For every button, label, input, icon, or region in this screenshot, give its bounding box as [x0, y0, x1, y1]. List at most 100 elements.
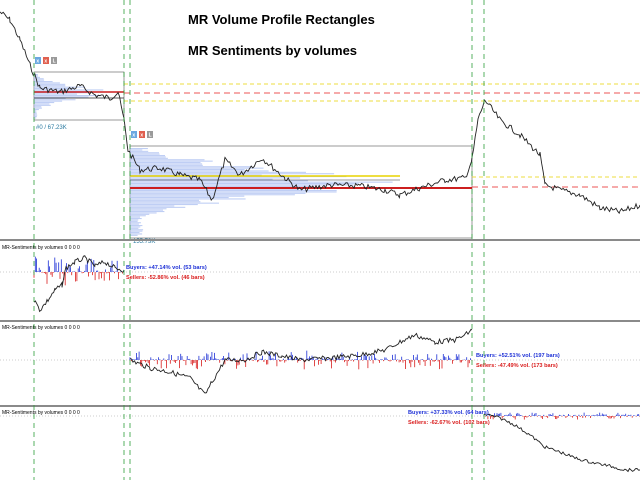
panel-separator-3[interactable] [0, 405, 640, 407]
profile-bar [130, 234, 138, 236]
profile-bar [34, 78, 44, 80]
profile-bar [130, 167, 264, 169]
profile-bar [34, 75, 39, 77]
indicator-1-label: MR-Sentiments by volumes 0 0 0 0 [2, 245, 80, 251]
profile-bar [130, 223, 139, 225]
profile-bar [130, 184, 354, 186]
profile-bar [34, 109, 39, 111]
profile-bar [130, 180, 308, 182]
profile-bar [130, 191, 337, 193]
indicator-1-line [33, 255, 125, 313]
profile-bar [34, 85, 66, 87]
profile-bar [130, 209, 163, 211]
panel-separator-2[interactable] [0, 320, 640, 322]
profile-bar [130, 192, 306, 194]
rect1-buttons[interactable]: x x L [35, 57, 57, 65]
profile-bar [34, 95, 102, 97]
profile-bar [130, 198, 246, 200]
profile-bar [130, 153, 160, 155]
panel-separator-1[interactable] [0, 239, 640, 241]
title-volume-profile: MR Volume Profile Rectangles [188, 12, 375, 27]
price-panel[interactable]: MR Volume Profile Rectangles MR Sentimen… [0, 11, 640, 245]
indicator-panel-2[interactable]: MR-Sentiments by volumes 0 0 0 0 Buyers:… [0, 325, 640, 394]
profile-bar [130, 183, 359, 185]
profile-bar [34, 117, 37, 119]
profile-bar [130, 211, 165, 213]
profile-bar [130, 160, 213, 162]
indicator-panel-3[interactable]: MR-Sentiments by volumes 0 0 0 0 Buyers:… [0, 410, 640, 473]
indicator-3-buyers: Buyers: +37.33% vol. (64 bars) [408, 410, 489, 416]
profile-bar [130, 173, 335, 175]
profile-bar [130, 213, 150, 215]
rect1-close-button[interactable] [43, 57, 49, 64]
profile-bar [130, 233, 143, 235]
rect2-buttons[interactable]: x x L [131, 131, 153, 139]
profile-bar [130, 201, 201, 203]
profile-bar [130, 169, 245, 171]
profile-bar [130, 194, 295, 196]
profile-bar [130, 229, 144, 231]
profile-bar [130, 215, 146, 217]
rect1-lock-button[interactable] [51, 57, 57, 64]
profile-bar [130, 163, 203, 165]
indicator-3-line [483, 413, 640, 473]
profile-bar [130, 226, 141, 228]
profile-bar [130, 222, 141, 224]
profile-bar [130, 204, 198, 206]
profile-bar [130, 199, 199, 201]
indicator-2-label: MR-Sentiments by volumes 0 0 0 0 [2, 325, 80, 331]
indicator-3-sellers: Sellers: -62.67% vol. (102 bars) [408, 420, 490, 426]
profile-bar [130, 157, 168, 159]
vertical-markers [33, 0, 485, 480]
rect2-move-label: x [132, 133, 135, 139]
profile-bar [34, 107, 42, 109]
profile-bar [130, 155, 165, 157]
profile-bar [130, 185, 311, 187]
profile-bar [130, 148, 148, 150]
profile-bar [34, 76, 40, 78]
profile-bar [34, 88, 74, 90]
profile-bar [130, 195, 245, 197]
indicator-2-line [129, 328, 473, 394]
indicator-3-label: MR-Sentiments by volumes 0 0 0 0 [2, 410, 80, 416]
profile-bar [34, 79, 45, 81]
rect2-close-button[interactable] [139, 131, 145, 138]
profile-bar [130, 166, 251, 168]
profile-bar [130, 181, 393, 183]
profile-bar [130, 232, 140, 234]
indicator-panel-1[interactable]: MR-Sentiments by volumes 0 0 0 0 Buyers:… [0, 245, 640, 313]
profile-bar [34, 83, 66, 85]
profile-bar [130, 174, 262, 176]
profile-bar [130, 208, 167, 210]
profile-bar [130, 225, 143, 227]
indicator-1-buyers: Buyers: +47.14% vol. (53 bars) [126, 265, 207, 271]
profile-bar [34, 86, 86, 88]
profile-bar [130, 206, 186, 208]
rect1-move-label: x [36, 59, 39, 65]
profile-bar [130, 150, 149, 152]
profile-bar [34, 103, 50, 105]
rect1-move-button[interactable] [35, 57, 41, 64]
profile-bar [34, 104, 51, 106]
profile-bar [34, 106, 42, 108]
profile-bar [130, 156, 166, 158]
profile-bar [34, 74, 38, 76]
volume-profile-histogram-2 [130, 148, 393, 236]
profile-bar [130, 205, 175, 207]
rect2-lock-button[interactable] [147, 131, 153, 138]
profile-bar [34, 81, 53, 83]
profile-bar [34, 114, 38, 116]
profile-bar [130, 177, 301, 179]
profile-bar [34, 116, 37, 118]
indicator-2-buyers: Buyers: +52.51% vol. (197 bars) [476, 353, 560, 359]
profile-bar [130, 227, 139, 229]
profile-bar [130, 152, 159, 154]
rect2-move-button[interactable] [131, 131, 137, 138]
profile-bar [130, 149, 143, 151]
profile-bar [34, 96, 89, 98]
profile-bar [130, 202, 219, 204]
profile-bar [130, 164, 203, 166]
rect2-close-label: x [140, 133, 143, 139]
profile-bar [130, 159, 205, 161]
